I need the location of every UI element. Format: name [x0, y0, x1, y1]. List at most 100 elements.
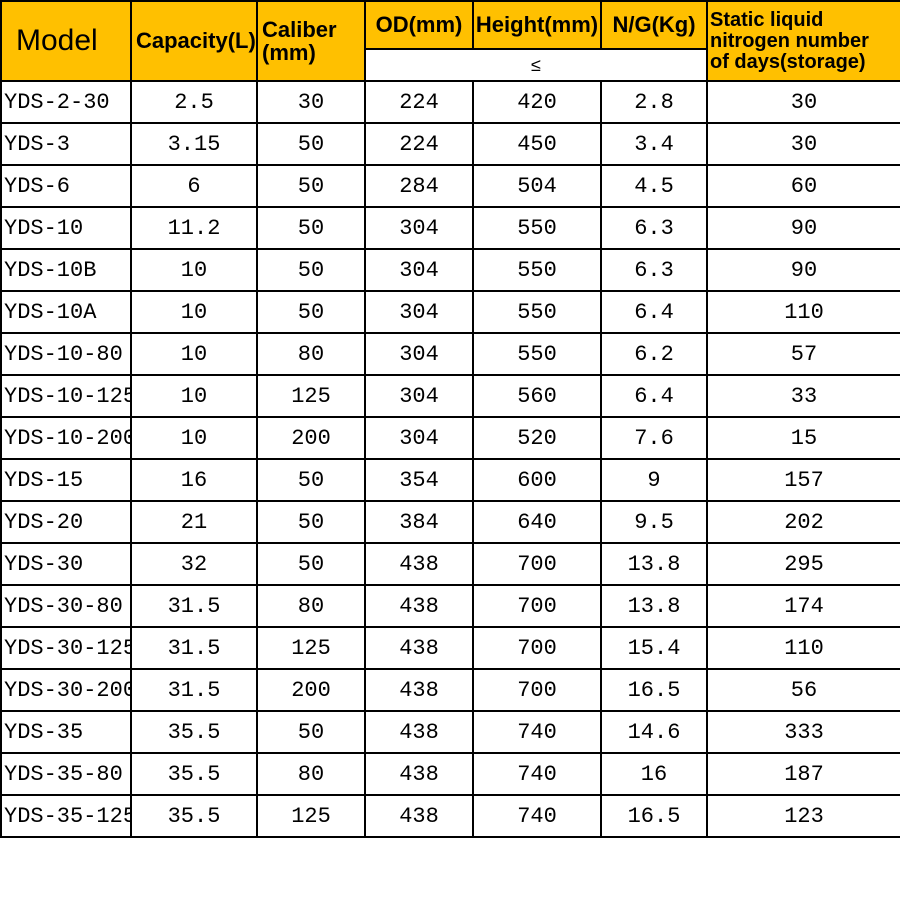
cell-days: 90	[707, 249, 900, 291]
cell-caliber: 50	[257, 249, 365, 291]
cell-ng: 6.2	[601, 333, 707, 375]
cell-height: 700	[473, 669, 601, 711]
cell-caliber: 50	[257, 543, 365, 585]
cell-caliber: 200	[257, 669, 365, 711]
cell-model: YDS-2-30	[1, 81, 131, 123]
col-ng: N/G(Kg)	[601, 1, 707, 49]
cell-days: 157	[707, 459, 900, 501]
cell-height: 520	[473, 417, 601, 459]
cell-capacity: 10	[131, 333, 257, 375]
cell-model: YDS-10-80	[1, 333, 131, 375]
col-static: Static liquid nitrogen number of days(st…	[707, 1, 900, 81]
cell-days: 295	[707, 543, 900, 585]
cell-od: 438	[365, 711, 473, 753]
cell-capacity: 10	[131, 375, 257, 417]
cell-height: 700	[473, 543, 601, 585]
cell-model: YDS-10	[1, 207, 131, 249]
cell-days: 333	[707, 711, 900, 753]
cell-ng: 6.4	[601, 291, 707, 333]
table-row: YDS-10-8010803045506.257	[1, 333, 900, 375]
cell-days: 56	[707, 669, 900, 711]
cell-days: 57	[707, 333, 900, 375]
cell-days: 33	[707, 375, 900, 417]
cell-height: 420	[473, 81, 601, 123]
cell-caliber: 50	[257, 711, 365, 753]
cell-od: 304	[365, 375, 473, 417]
cell-model: YDS-10-125	[1, 375, 131, 417]
cell-caliber: 80	[257, 753, 365, 795]
table-row: YDS-30-20031.520043870016.556	[1, 669, 900, 711]
cell-height: 600	[473, 459, 601, 501]
cell-height: 450	[473, 123, 601, 165]
cell-od: 224	[365, 81, 473, 123]
cell-capacity: 11.2	[131, 207, 257, 249]
cell-caliber: 80	[257, 333, 365, 375]
cell-od: 438	[365, 627, 473, 669]
cell-capacity: 10	[131, 249, 257, 291]
cell-capacity: 6	[131, 165, 257, 207]
table-body: YDS-2-302.5302244202.830YDS-33.155022445…	[1, 81, 900, 837]
cell-od: 438	[365, 753, 473, 795]
cell-ng: 13.8	[601, 585, 707, 627]
cell-od: 304	[365, 291, 473, 333]
cell-model: YDS-15	[1, 459, 131, 501]
table-row: YDS-2021503846409.5202	[1, 501, 900, 543]
cell-od: 438	[365, 795, 473, 837]
cell-capacity: 2.5	[131, 81, 257, 123]
cell-model: YDS-10-200	[1, 417, 131, 459]
cell-model: YDS-35-125	[1, 795, 131, 837]
cell-od: 304	[365, 207, 473, 249]
cell-od: 304	[365, 417, 473, 459]
cell-caliber: 200	[257, 417, 365, 459]
table-row: YDS-10A10503045506.4110	[1, 291, 900, 333]
table-row: YDS-10-125101253045606.433	[1, 375, 900, 417]
cell-height: 550	[473, 249, 601, 291]
cell-height: 700	[473, 585, 601, 627]
cell-capacity: 31.5	[131, 627, 257, 669]
cell-model: YDS-30	[1, 543, 131, 585]
cell-capacity: 21	[131, 501, 257, 543]
cell-ng: 9.5	[601, 501, 707, 543]
cell-model: YDS-30-200	[1, 669, 131, 711]
cell-od: 224	[365, 123, 473, 165]
cell-model: YDS-20	[1, 501, 131, 543]
cell-ng: 7.6	[601, 417, 707, 459]
cell-ng: 16.5	[601, 669, 707, 711]
cell-model: YDS-10A	[1, 291, 131, 333]
cell-ng: 6.3	[601, 207, 707, 249]
cell-caliber: 80	[257, 585, 365, 627]
cell-od: 384	[365, 501, 473, 543]
table-row: YDS-30-8031.58043870013.8174	[1, 585, 900, 627]
cell-od: 354	[365, 459, 473, 501]
col-capacity: Capacity(L)	[131, 1, 257, 81]
cell-height: 740	[473, 711, 601, 753]
col-model: Model	[1, 1, 131, 81]
cell-ng: 16	[601, 753, 707, 795]
cell-capacity: 31.5	[131, 585, 257, 627]
table-row: YDS-10-200102003045207.615	[1, 417, 900, 459]
cell-height: 640	[473, 501, 601, 543]
table-row: YDS-1516503546009157	[1, 459, 900, 501]
table-row: YDS-3535.55043874014.6333	[1, 711, 900, 753]
cell-days: 15	[707, 417, 900, 459]
cell-od: 438	[365, 543, 473, 585]
col-od: OD(mm)	[365, 1, 473, 49]
cell-od: 304	[365, 333, 473, 375]
cell-capacity: 32	[131, 543, 257, 585]
cell-od: 304	[365, 249, 473, 291]
cell-ng: 6.4	[601, 375, 707, 417]
cell-capacity: 35.5	[131, 711, 257, 753]
cell-ng: 2.8	[601, 81, 707, 123]
cell-ng: 6.3	[601, 249, 707, 291]
cell-caliber: 50	[257, 291, 365, 333]
cell-model: YDS-30-80	[1, 585, 131, 627]
cell-ng: 4.5	[601, 165, 707, 207]
cell-days: 110	[707, 627, 900, 669]
cell-days: 30	[707, 81, 900, 123]
cell-ng: 14.6	[601, 711, 707, 753]
table-row: YDS-35-8035.58043874016187	[1, 753, 900, 795]
col-caliber-l2: (mm)	[262, 40, 316, 65]
cell-model: YDS-10B	[1, 249, 131, 291]
cell-caliber: 125	[257, 627, 365, 669]
subheader-leq: ≤	[365, 49, 707, 81]
